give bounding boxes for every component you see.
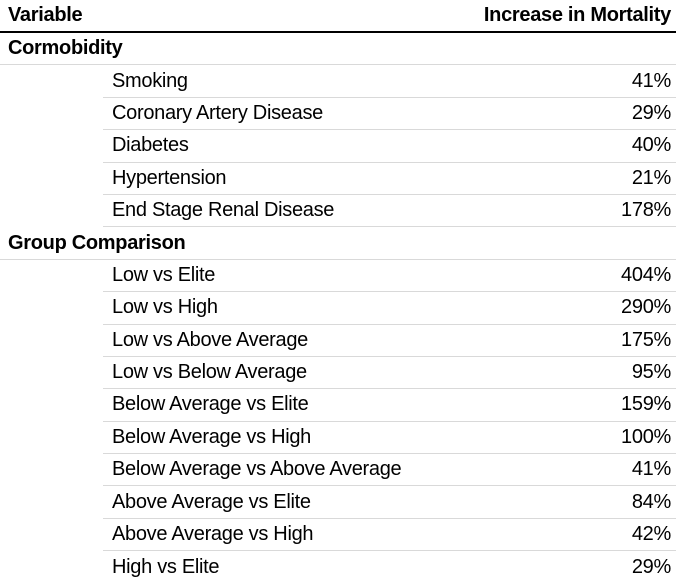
row-label: Below Average vs High	[112, 425, 312, 448]
table-row: Low vs Below Average 95%	[0, 357, 676, 390]
table-header-row: Variable Increase in Mortality	[0, 0, 676, 33]
table-body: Cormobidity Smoking 41% Coronary Artery Dis…	[0, 33, 676, 584]
row-label: End Stage Renal Disease	[112, 199, 335, 222]
row-value: 29%	[631, 101, 671, 124]
row-content: High vs Elite 29%	[103, 551, 676, 583]
row-content: Low vs Elite 404%	[103, 260, 676, 293]
section-label: Cormobidity	[8, 37, 123, 60]
row-label: Diabetes	[112, 134, 189, 157]
row-label: Low vs Below Average	[112, 361, 307, 384]
table-row: Below Average vs Elite 159%	[0, 389, 676, 422]
row-value: 41%	[631, 69, 671, 92]
row-indent	[0, 551, 103, 583]
row-label: Below Average vs Above Average	[112, 458, 402, 481]
row-indent	[0, 422, 103, 454]
row-label: Low vs High	[112, 296, 218, 319]
row-value: 95%	[631, 361, 671, 384]
row-content: Above Average vs Elite 84%	[103, 486, 676, 519]
table-row: Coronary Artery Disease 29%	[0, 98, 676, 131]
table-row: High vs Elite 29%	[0, 551, 676, 583]
table-row: Low vs Above Average 175%	[0, 325, 676, 357]
row-content: Low vs High 290%	[103, 292, 676, 325]
table-row: Above Average vs Elite 84%	[0, 486, 676, 519]
table-row: Smoking 41%	[0, 65, 676, 98]
row-indent	[0, 195, 103, 227]
row-indent	[0, 163, 103, 195]
row-value: 84%	[631, 490, 671, 513]
section-header-row: Cormobidity	[0, 33, 676, 66]
row-indent	[0, 325, 103, 357]
table-row: Low vs Elite 404%	[0, 260, 676, 293]
row-value: 159%	[621, 393, 671, 416]
row-label: Smoking	[112, 69, 188, 92]
column-header-variable: Variable	[8, 4, 83, 26]
row-indent	[0, 454, 103, 486]
row-indent	[0, 292, 103, 324]
row-value: 21%	[631, 166, 671, 189]
table-row: Below Average vs High 100%	[0, 422, 676, 455]
row-label: Coronary Artery Disease	[112, 101, 323, 124]
row-indent	[0, 260, 103, 292]
row-value: 41%	[631, 458, 671, 481]
row-label: Above Average vs High	[112, 523, 314, 546]
row-content: Low vs Above Average 175%	[103, 325, 676, 357]
section-header-row: Group Comparison	[0, 227, 676, 260]
row-value: 290%	[621, 296, 671, 319]
row-value: 29%	[631, 555, 671, 578]
row-content: Below Average vs High 100%	[103, 422, 676, 455]
row-content: Below Average vs Elite 159%	[103, 389, 676, 422]
row-content: Coronary Artery Disease 29%	[103, 98, 676, 131]
row-content: Above Average vs High 42%	[103, 519, 676, 552]
section-label: Group Comparison	[8, 231, 186, 254]
row-label: Low vs Above Average	[112, 328, 308, 351]
row-label: Low vs Elite	[112, 263, 216, 286]
row-value: 100%	[621, 425, 671, 448]
column-header-increase-in-mortality: Increase in Mortality	[483, 4, 671, 26]
row-indent	[0, 98, 103, 130]
row-content: Hypertension 21%	[103, 163, 676, 195]
row-value: 175%	[621, 328, 671, 351]
row-content: Smoking 41%	[103, 65, 676, 98]
row-value: 40%	[631, 134, 671, 157]
row-content: Diabetes 40%	[103, 130, 676, 163]
row-indent	[0, 65, 103, 97]
table-row: Above Average vs High 42%	[0, 519, 676, 552]
row-indent	[0, 486, 103, 518]
row-content: Below Average vs Above Average 41%	[103, 454, 676, 487]
table-row: Below Average vs Above Average 41%	[0, 454, 676, 487]
row-content: Low vs Below Average 95%	[103, 357, 676, 390]
row-value: 178%	[621, 199, 671, 222]
row-indent	[0, 130, 103, 162]
row-value: 42%	[631, 523, 671, 546]
table-row: End Stage Renal Disease 178%	[0, 195, 676, 228]
table-row: Hypertension 21%	[0, 163, 676, 195]
row-label: Hypertension	[112, 166, 227, 189]
table-row: Low vs High 290%	[0, 292, 676, 325]
row-label: High vs Elite	[112, 555, 220, 578]
row-value: 404%	[621, 263, 671, 286]
row-indent	[0, 389, 103, 421]
row-indent	[0, 357, 103, 389]
table-row: Diabetes 40%	[0, 130, 676, 163]
row-label: Below Average vs Elite	[112, 393, 309, 416]
row-content: End Stage Renal Disease 178%	[103, 195, 676, 228]
row-indent	[0, 519, 103, 551]
row-label: Above Average vs Elite	[112, 490, 311, 513]
